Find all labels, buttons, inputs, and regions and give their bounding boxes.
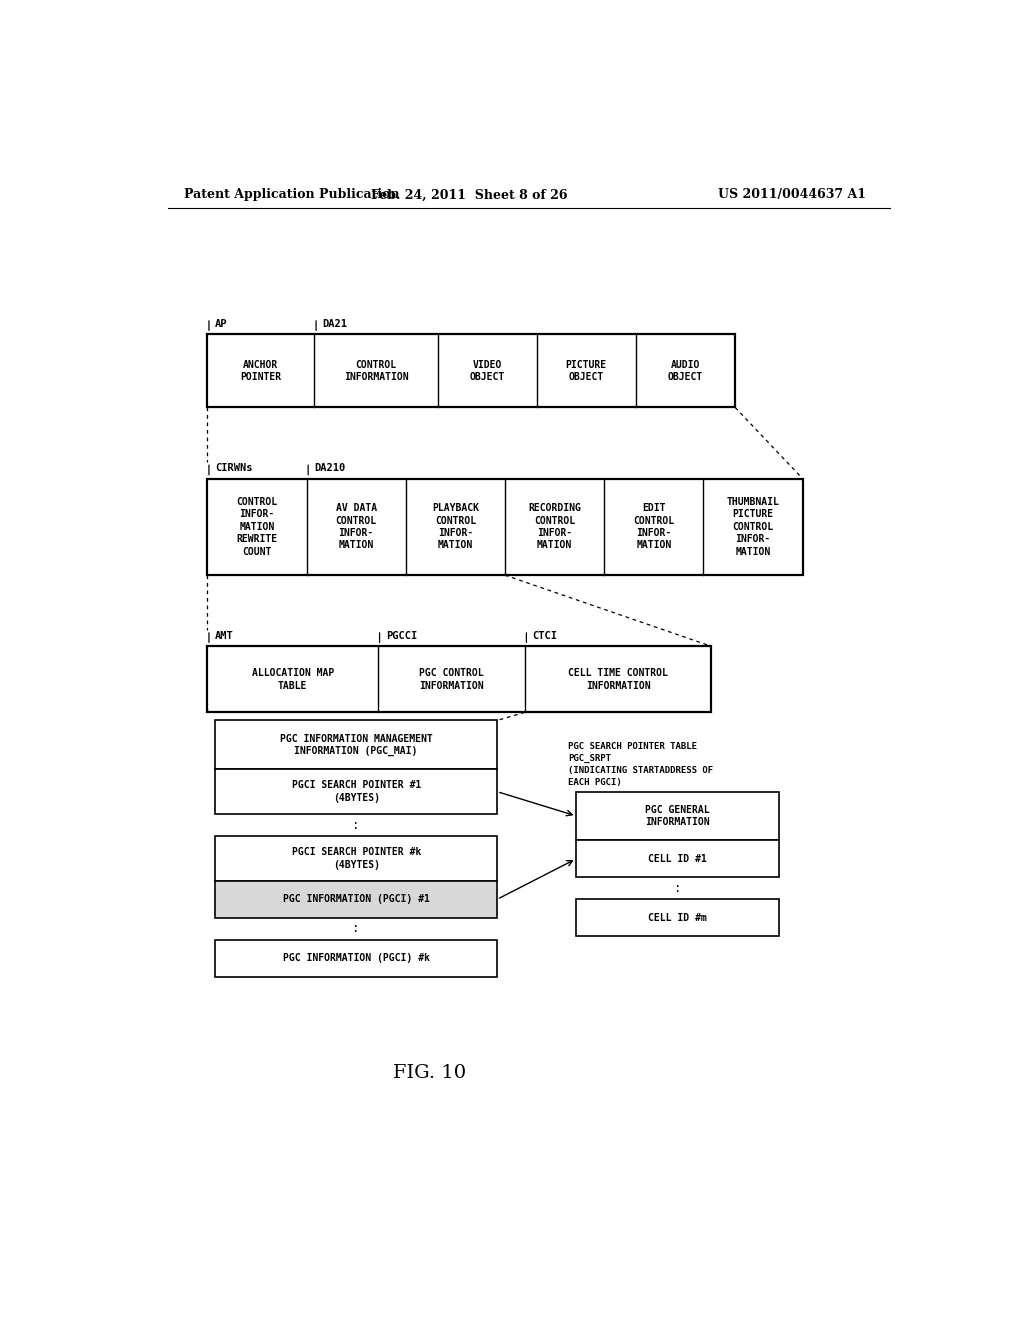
Text: PGC INFORMATION MANAGEMENT
INFORMATION (PGC_MAI): PGC INFORMATION MANAGEMENT INFORMATION (… bbox=[280, 734, 432, 756]
Text: CELL ID #m: CELL ID #m bbox=[648, 912, 707, 923]
Text: Patent Application Publication: Patent Application Publication bbox=[183, 189, 399, 202]
Text: FIG. 10: FIG. 10 bbox=[393, 1064, 466, 1082]
Text: US 2011/0044637 A1: US 2011/0044637 A1 bbox=[718, 189, 866, 202]
Bar bbox=[215, 940, 497, 977]
Text: CELL ID #1: CELL ID #1 bbox=[648, 854, 707, 863]
Bar bbox=[207, 647, 712, 713]
Text: PGCCI: PGCCI bbox=[386, 631, 417, 642]
Bar bbox=[215, 837, 497, 880]
Text: CIRWNs: CIRWNs bbox=[215, 463, 253, 474]
Text: CONTROL
INFOR-
MATION
REWRITE
COUNT: CONTROL INFOR- MATION REWRITE COUNT bbox=[237, 498, 278, 557]
Text: VIDEO
OBJECT: VIDEO OBJECT bbox=[469, 359, 505, 381]
Text: ALLOCATION MAP
TABLE: ALLOCATION MAP TABLE bbox=[252, 668, 334, 690]
Text: PICTURE
OBJECT: PICTURE OBJECT bbox=[565, 359, 607, 381]
Text: EDIT
CONTROL
INFOR-
MATION: EDIT CONTROL INFOR- MATION bbox=[633, 503, 675, 550]
Text: :: : bbox=[674, 882, 681, 895]
Bar bbox=[577, 899, 779, 936]
Text: RECORDING
CONTROL
INFOR-
MATION: RECORDING CONTROL INFOR- MATION bbox=[528, 503, 581, 550]
Text: PLAYBACK
CONTROL
INFOR-
MATION: PLAYBACK CONTROL INFOR- MATION bbox=[432, 503, 479, 550]
Text: :: : bbox=[352, 818, 359, 832]
Bar bbox=[207, 334, 735, 408]
Bar bbox=[215, 721, 497, 770]
Text: AP: AP bbox=[215, 319, 227, 329]
Text: ANCHOR
POINTER: ANCHOR POINTER bbox=[241, 359, 282, 381]
Bar bbox=[215, 770, 497, 814]
Text: Feb. 24, 2011  Sheet 8 of 26: Feb. 24, 2011 Sheet 8 of 26 bbox=[371, 189, 567, 202]
Text: :: : bbox=[352, 923, 359, 936]
Text: CELL TIME CONTROL
INFORMATION: CELL TIME CONTROL INFORMATION bbox=[568, 668, 668, 690]
Bar bbox=[577, 792, 779, 841]
Text: DA21: DA21 bbox=[323, 319, 347, 329]
Text: PGCI SEARCH POINTER #k
(4BYTES): PGCI SEARCH POINTER #k (4BYTES) bbox=[292, 847, 421, 870]
Text: PGC CONTROL
INFORMATION: PGC CONTROL INFORMATION bbox=[419, 668, 483, 690]
Text: CTCI: CTCI bbox=[532, 631, 558, 642]
Bar bbox=[215, 880, 497, 917]
Bar bbox=[207, 479, 803, 576]
Text: PGC INFORMATION (PGCI) #1: PGC INFORMATION (PGCI) #1 bbox=[283, 895, 430, 904]
Bar bbox=[577, 841, 779, 876]
Text: PGC GENERAL
INFORMATION: PGC GENERAL INFORMATION bbox=[645, 805, 710, 828]
Text: DA210: DA210 bbox=[314, 463, 346, 474]
Text: AMT: AMT bbox=[215, 631, 234, 642]
Text: PGC INFORMATION (PGCI) #k: PGC INFORMATION (PGCI) #k bbox=[283, 953, 430, 964]
Text: CONTROL
INFORMATION: CONTROL INFORMATION bbox=[344, 359, 409, 381]
Text: THUMBNAIL
PICTURE
CONTROL
INFOR-
MATION: THUMBNAIL PICTURE CONTROL INFOR- MATION bbox=[726, 498, 779, 557]
Text: PGC SEARCH POINTER TABLE
PGC_SRPT
(INDICATING STARTADDRESS OF
EACH PGCI): PGC SEARCH POINTER TABLE PGC_SRPT (INDIC… bbox=[568, 742, 714, 787]
Text: AUDIO
OBJECT: AUDIO OBJECT bbox=[668, 359, 703, 381]
Text: AV DATA
CONTROL
INFOR-
MATION: AV DATA CONTROL INFOR- MATION bbox=[336, 503, 377, 550]
Text: PGCI SEARCH POINTER #1
(4BYTES): PGCI SEARCH POINTER #1 (4BYTES) bbox=[292, 780, 421, 803]
